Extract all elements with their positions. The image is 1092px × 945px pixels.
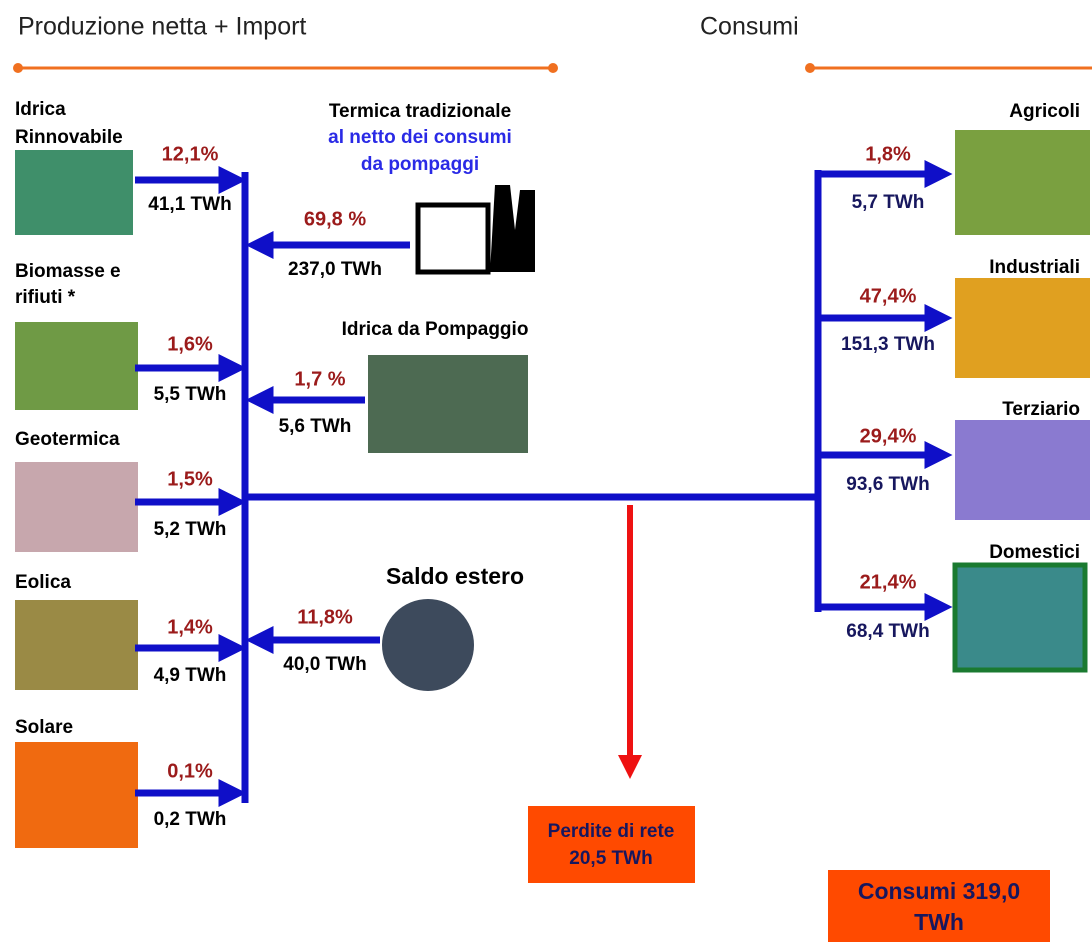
share-label: 1,4% xyxy=(167,616,213,638)
consumer-label: Domestici xyxy=(989,542,1080,563)
consumer-picture xyxy=(955,420,1090,520)
loss-energy: 20,5 TWh xyxy=(569,848,652,869)
loss-label: Perdite di rete xyxy=(548,821,675,842)
share-label: 1,7 % xyxy=(294,368,345,390)
rule-dot xyxy=(13,63,23,73)
energy-flow-diagram: Produzione netta + Import Consumi Idrica Ri… xyxy=(0,0,1092,945)
header-title: Consumi xyxy=(700,13,799,41)
energy-label: 5,6 TWh xyxy=(279,416,352,437)
source-picture xyxy=(15,150,133,235)
source-picture xyxy=(15,742,138,848)
source-label: Idrica xyxy=(15,99,66,120)
input-label: al netto dei consumi xyxy=(328,127,512,148)
consumer-picture xyxy=(955,565,1085,670)
share-label: 11,8% xyxy=(297,606,353,628)
consumer-label: Terziario xyxy=(1002,399,1080,420)
source-picture xyxy=(15,322,138,410)
loss-box xyxy=(528,806,695,883)
source-label: Biomasse e xyxy=(15,261,121,282)
share-label: 21,4% xyxy=(860,571,917,593)
share-label: 12,1% xyxy=(162,143,219,165)
energy-label: 0,2 TWh xyxy=(154,809,227,830)
consumer-label: Agricoli xyxy=(1009,101,1080,122)
input-label: Termica tradizionale xyxy=(329,101,511,122)
energy-label: 5,5 TWh xyxy=(154,384,227,405)
energy-label: 151,3 TWh xyxy=(841,334,935,355)
source-picture xyxy=(15,600,138,690)
share-label: 29,4% xyxy=(860,425,917,447)
rule-dot xyxy=(548,63,558,73)
energy-label: 40,0 TWh xyxy=(283,654,366,675)
energy-label: 5,7 TWh xyxy=(852,192,925,213)
energy-label: 93,6 TWh xyxy=(846,474,929,495)
factory-icon xyxy=(490,185,535,272)
factory-icon xyxy=(418,205,488,272)
source-label: Geotermica xyxy=(15,429,120,450)
share-label: 1,6% xyxy=(167,333,213,355)
energy-label: 68,4 TWh xyxy=(846,621,929,642)
source-label: rifiuti * xyxy=(15,287,76,308)
total-label: Consumi 319,0 xyxy=(858,878,1020,904)
source-label: Eolica xyxy=(15,572,71,593)
energy-label: 41,1 TWh xyxy=(148,194,231,215)
input-label: Idrica da Pompaggio xyxy=(342,319,529,340)
globe-icon xyxy=(382,599,474,691)
share-label: 69,8 % xyxy=(304,208,366,230)
energy-label: 4,9 TWh xyxy=(154,665,227,686)
consumer-label: Industriali xyxy=(989,257,1080,278)
input-label: Saldo estero xyxy=(386,563,524,589)
rule-dot xyxy=(805,63,815,73)
source-picture xyxy=(15,462,138,552)
share-label: 47,4% xyxy=(860,285,917,307)
source-label: Solare xyxy=(15,717,73,738)
consumer-picture xyxy=(955,278,1090,378)
energy-label: 237,0 TWh xyxy=(288,259,382,280)
header-title: Produzione netta + Import xyxy=(18,13,306,41)
consumer-picture xyxy=(955,130,1090,235)
share-label: 0,1% xyxy=(167,760,213,782)
source-label: Rinnovabile xyxy=(15,127,123,148)
input-label: da pompaggi xyxy=(361,154,479,175)
energy-label: 5,2 TWh xyxy=(154,519,227,540)
share-label: 1,5% xyxy=(167,468,213,490)
total-label: TWh xyxy=(914,909,964,935)
share-label: 1,8% xyxy=(865,143,911,165)
pump-station-picture xyxy=(368,355,528,453)
